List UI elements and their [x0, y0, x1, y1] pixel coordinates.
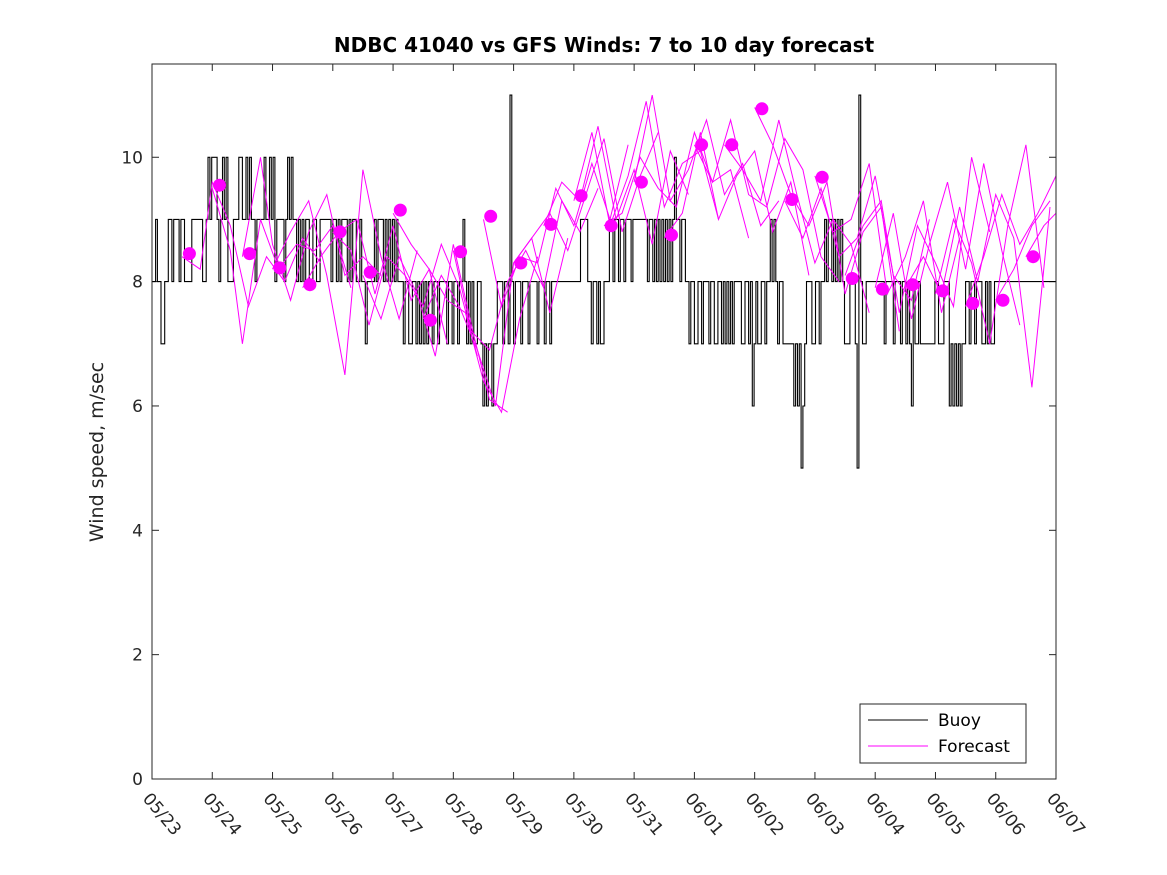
- forecast-run-line: [302, 218, 448, 344]
- forecast-run-line: [844, 157, 991, 313]
- buoy-line: [152, 94, 1056, 469]
- y-axis-label: Wind speed, m/sec: [86, 362, 108, 542]
- y-tick-label: 6: [132, 397, 143, 417]
- forecast-marker: [936, 284, 950, 298]
- forecast-marker: [725, 138, 739, 152]
- forecast-marker: [514, 256, 528, 270]
- forecast-run-line: [1025, 212, 1057, 257]
- forecast-marker: [273, 261, 287, 275]
- y-tick-label: 0: [132, 770, 143, 790]
- forecast-run-line: [995, 200, 1051, 301]
- forecast-run-line: [392, 212, 539, 414]
- forecast-marker: [604, 219, 618, 233]
- forecast-run-line: [814, 163, 961, 313]
- forecast-marker: [484, 209, 498, 223]
- y-tick-label: 4: [132, 521, 143, 541]
- forecast-marker: [634, 175, 648, 189]
- forecast-run-line: [241, 157, 382, 303]
- legend-box: [859, 703, 1027, 764]
- forecast-marker: [243, 247, 257, 261]
- forecast-markers: [182, 102, 1040, 327]
- forecast-marker: [785, 193, 799, 206]
- forecast-marker: [303, 278, 317, 292]
- forecast-run-line: [693, 118, 840, 282]
- forecast-run-line: [332, 231, 478, 357]
- forecast-marker: [423, 313, 437, 327]
- plot-area: [152, 64, 1056, 779]
- forecast-run-line: [784, 175, 930, 302]
- forecast-run-line: [362, 244, 508, 413]
- forecast-run-line: [452, 188, 599, 351]
- forecast-marker: [845, 272, 859, 285]
- forecast-marker: [875, 282, 889, 296]
- forecast-run-line: [573, 101, 719, 228]
- forecast-marker: [665, 228, 678, 242]
- y-tick-label: 10: [121, 148, 143, 168]
- forecast-marker: [815, 170, 829, 184]
- plot-frame: [151, 63, 1057, 780]
- forecast-run-line: [603, 130, 750, 239]
- forecast-run-line: [663, 132, 810, 276]
- forecast-marker: [755, 102, 769, 116]
- forecast-run-line: [904, 192, 1051, 388]
- forecast-marker: [333, 225, 347, 239]
- forecast-run-line: [724, 119, 870, 313]
- forecast-series: [181, 94, 1057, 414]
- forecast-run-line: [754, 107, 900, 332]
- legend: Buoy Forecast: [859, 703, 1027, 764]
- forecast-marker: [1026, 250, 1040, 264]
- forecast-run-line: [935, 144, 1045, 344]
- forecast-marker: [906, 278, 920, 292]
- forecast-marker: [695, 138, 709, 152]
- forecast-marker: [544, 217, 558, 231]
- forecast-marker: [363, 265, 377, 279]
- buoy-series: [152, 94, 1056, 469]
- forecast-run-line: [483, 144, 629, 309]
- forecast-marker: [393, 203, 407, 217]
- legend-forecast-label: Forecast: [938, 737, 1010, 757]
- forecast-marker: [454, 245, 468, 259]
- forecast-marker: [966, 296, 980, 310]
- forecast-marker: [996, 293, 1010, 307]
- forecast-marker: [182, 247, 196, 261]
- forecast-marker: [574, 189, 588, 203]
- forecast-run-line: [633, 94, 780, 227]
- forecast-marker: [213, 178, 226, 192]
- forecast-run-line: [272, 169, 418, 375]
- forecast-run-line: [965, 175, 1057, 307]
- y-axis-ticks: 0 2 4 6 8 10: [121, 148, 1056, 790]
- y-tick-label: 8: [132, 273, 143, 293]
- forecast-run-line: [181, 180, 322, 309]
- legend-buoy-label: Buoy: [938, 711, 981, 731]
- chart-title: NDBC 41040 vs GFS Winds: 7 to 10 day for…: [334, 33, 875, 57]
- forecast-run-line: [543, 126, 689, 245]
- forecast-run-line: [874, 163, 1021, 326]
- y-tick-label: 2: [132, 646, 143, 666]
